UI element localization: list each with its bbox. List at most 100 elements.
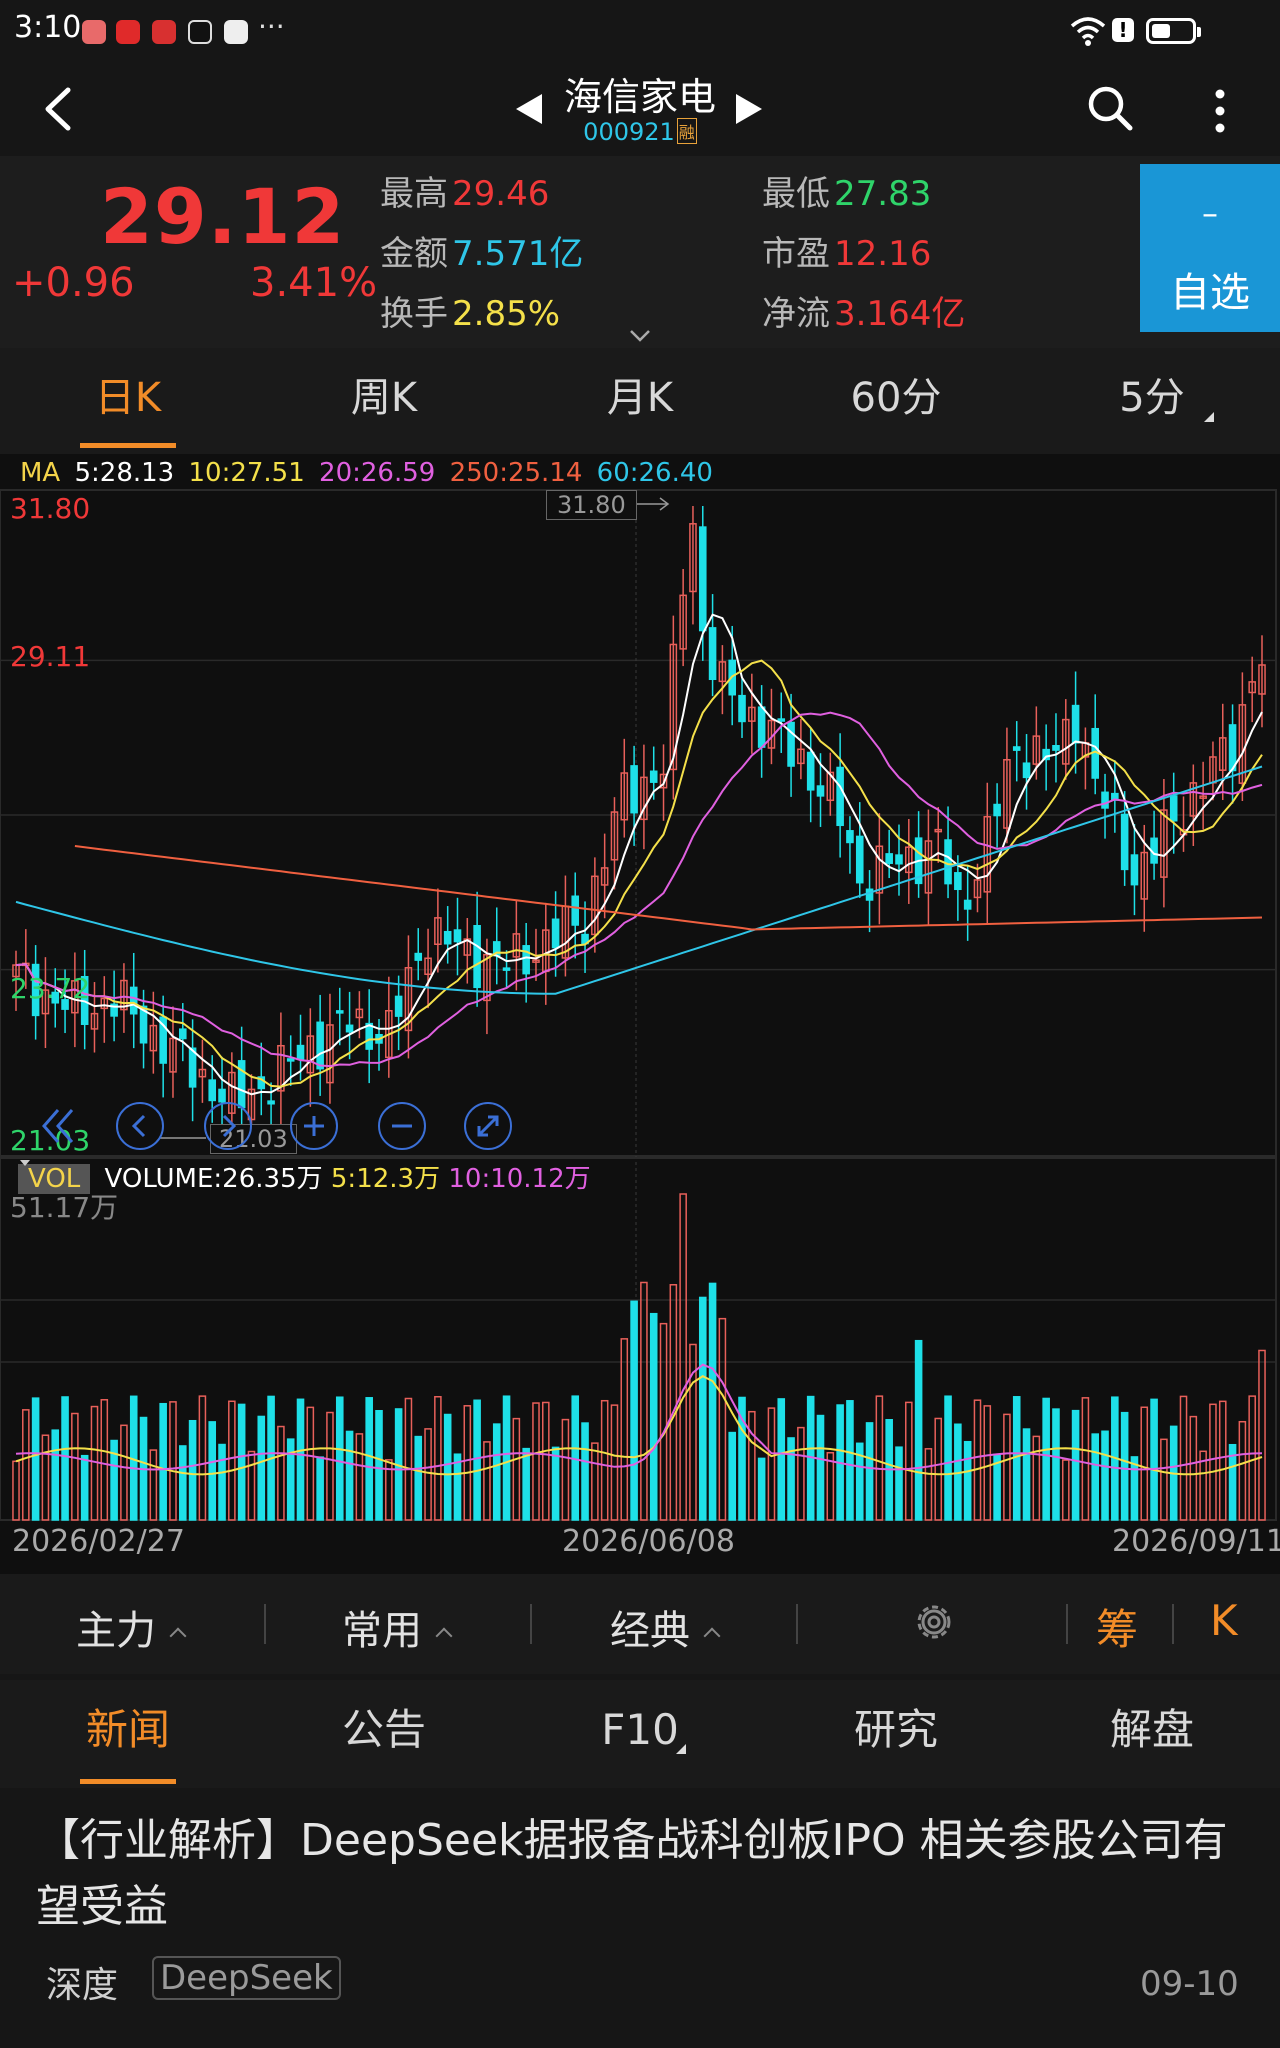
watchlist-label: 自选 [1170,270,1250,316]
indicator-classic[interactable]: 经典 [610,1598,721,1656]
caret-down-icon[interactable] [18,1158,32,1168]
news-item[interactable]: 【行业解析】DeepSeek据报备战科创板IPO 相关参股公司有望受益 深度 D… [0,1788,1280,2048]
volume-bar [689,1343,697,1521]
notification-heart-icon [116,20,140,44]
candle-body [669,643,678,771]
ma20-line [15,711,1263,1068]
tab-5min[interactable]: 5分 [1024,348,1280,454]
divider [530,1604,532,1644]
volume-bar [1258,1349,1266,1521]
tab-analysis[interactable]: 解盘 [1109,1705,1194,1754]
volume-bar [1003,1413,1011,1521]
volume-bar [31,1397,40,1521]
gear-icon[interactable] [910,1598,958,1646]
news-tag[interactable]: DeepSeek [152,1956,341,2000]
volume-bar [875,1395,884,1521]
next-stock-icon[interactable] [736,94,762,124]
news-title[interactable]: 【行业解析】DeepSeek据报备战科创板IPO 相关参股公司有望受益 [36,1815,1228,1932]
candle-body [100,997,109,1010]
tab-f10[interactable]: F10 [512,1680,768,1788]
candle-body [1130,854,1139,886]
ma250-line [74,845,1263,931]
volume-bar [934,1417,943,1521]
candle-body [41,989,50,1015]
tab-f10-label: F10 [601,1705,679,1754]
indicator-main-force[interactable]: 主力 [76,1598,187,1656]
battery-icon [1146,18,1201,44]
tab-60min[interactable]: 60分 [850,375,942,421]
volume-bar [748,1410,756,1521]
candle-body [1218,737,1227,771]
tab-announcements[interactable]: 公告 [341,1705,426,1754]
volume-bar [306,1406,315,1521]
current-price: 29.12 [100,172,346,261]
tab-weekly-k[interactable]: 周K [350,375,418,421]
volume-bar [1238,1420,1247,1521]
peak-marker-arrow [659,497,670,511]
zoom-out-button[interactable] [378,1102,426,1150]
volume-bar [698,1296,707,1521]
volume-bar [757,1457,766,1521]
candle-body [679,594,687,650]
scroll-left-button[interactable] [116,1102,164,1150]
candle-body [512,933,521,958]
volume-bar [473,1399,481,1521]
stat-amount: 金额 7.571亿 [380,234,584,274]
chip-distribution-button[interactable]: 筹 [1096,1605,1139,1654]
caret-up-icon [703,1627,721,1645]
prev-stock-icon[interactable] [516,94,542,124]
volume-bar [257,1415,266,1521]
tab-monthly-k[interactable]: 月K [606,375,674,421]
watchlist-button[interactable]: – 自选 [1140,164,1280,332]
volume-bar [375,1410,383,1521]
candle-body [1228,724,1237,772]
candle-body [885,853,893,864]
rewind-icon[interactable] [38,1104,78,1148]
kline-chart[interactable]: MA 5:28.13 10:27.51 20:26.59 250:25.14 6… [0,454,1280,1574]
volume-bar [914,1339,923,1521]
more-options-icon[interactable] [1210,88,1230,134]
price-change: +0.96 [12,260,135,306]
candle-body [649,770,658,783]
date-label-start: 2026/02/27 [12,1524,185,1559]
plus-icon [304,1116,324,1136]
volume-bar [767,1407,776,1521]
tab-news[interactable]: 新闻 [0,1680,256,1788]
volume-bar [1199,1450,1207,1521]
y-axis-label-upper: 29.11 [10,640,91,673]
candle-body [169,1037,177,1073]
indicator-common[interactable]: 常用 [342,1598,453,1656]
zoom-in-button[interactable] [290,1102,338,1150]
search-icon[interactable] [1086,84,1134,132]
wifi-icon [1070,17,1106,46]
candle-body [944,839,952,885]
caret-up-icon [169,1627,187,1645]
y-axis-label-lower: 23.72 [10,972,91,1005]
fullscreen-button[interactable] [464,1102,512,1150]
back-icon[interactable] [38,84,78,134]
volume-indicator-tag[interactable]: VOL [18,1164,91,1194]
volume-bar [679,1193,687,1521]
stock-code: 000921 [583,118,675,146]
volume-bar [218,1443,226,1521]
stock-code-row: 000921 融 [540,118,740,146]
quote-panel: 29.12 +0.96 3.41% 最高 29.46 最低 27.83 金额 7.57… [0,156,1280,348]
candle-body [610,811,619,861]
volume-bar [846,1400,854,1521]
volume-bar [71,1412,79,1521]
volume-ma10-line [15,1363,1263,1471]
volume-bar [110,1439,118,1521]
candle-body [659,773,668,789]
volume-legend[interactable]: VOL VOLUME:26.35万 5:12.3万 10:10.12万 [18,1158,591,1195]
volume-bar [80,1454,89,1521]
k-line-button[interactable]: K [1210,1596,1238,1645]
volume-bar [355,1433,364,1521]
stat-pe: 市盈 12.16 [762,234,932,274]
scroll-right-button[interactable] [204,1102,252,1150]
tab-daily-k[interactable]: 日K [0,348,256,454]
candle-body [502,967,511,971]
volume-bar [100,1399,109,1521]
tab-research[interactable]: 研究 [853,1705,938,1754]
stat-net-flow: 净流 3.164亿 [762,294,966,334]
chevron-down-icon[interactable] [628,328,652,344]
